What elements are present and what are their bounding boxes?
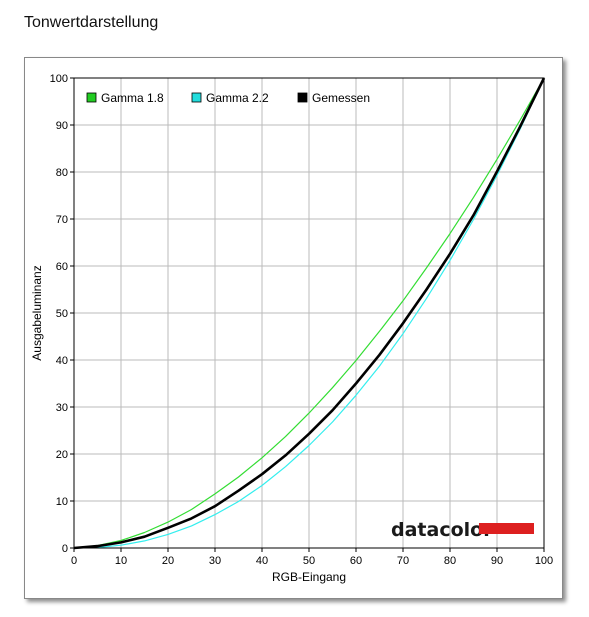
ticks: 0 10 20 30 40 50 60 70 80 90 100 0 10 20 30 40 50 60 70 80 9… [50,73,554,567]
y-axis-label: Ausgabeluminanz [30,265,44,360]
series-line-gamma-2-2 [73,77,545,549]
y-tick-label: 30 [56,402,68,414]
x-tick-label: 10 [115,555,127,567]
datacolor-logo: datacolor [391,519,534,541]
x-tick-label: 90 [491,555,503,567]
x-tick-label: 30 [209,555,221,567]
legend-swatch-gamma-1-8 [86,92,97,103]
tone-response-chart: 0 10 20 30 40 50 60 70 80 90 100 0 10 20 30 40 50 60 70 80 9… [30,73,554,584]
y-tick-label: 60 [56,261,68,273]
y-tick-label: 10 [56,496,68,508]
series-layer [73,77,546,550]
x-axis-label: RGB-Eingang [272,570,346,584]
series-line-gamma-1-8 [73,77,545,549]
y-tick-label: 50 [56,308,68,320]
legend-swatch-gemessen [297,92,308,103]
grid [74,78,544,548]
x-tick-label: 80 [444,555,456,567]
x-tick-label: 70 [397,555,409,567]
legend-label-gamma-2-2: Gamma 2.2 [206,91,269,105]
y-tick-label: 40 [56,355,68,367]
x-tick-label: 60 [350,555,362,567]
logo-text: datacolor [391,519,493,541]
y-tick-label: 0 [62,543,68,555]
legend-label-gemessen: Gemessen [312,91,370,105]
y-tick-label: 90 [56,120,68,132]
series-line-gemessen [73,77,546,550]
legend-label-gamma-1-8: Gamma 1.8 [101,91,164,105]
y-tick-label: 70 [56,214,68,226]
logo-bar [479,523,534,534]
page-title: Tonwertdarstellung [24,14,159,31]
x-tick-label: 0 [71,555,77,567]
x-tick-label: 100 [535,555,553,567]
y-tick-label: 20 [56,449,68,461]
y-tick-label: 80 [56,167,68,179]
legend: Gamma 1.8 Gamma 2.2 Gemessen [86,91,370,105]
x-tick-label: 40 [256,555,268,567]
x-tick-label: 50 [303,555,315,567]
y-tick-label: 100 [50,73,68,85]
chart-panel: 0 10 20 30 40 50 60 70 80 90 100 0 10 20 30 40 50 60 70 80 9… [24,57,563,599]
x-tick-label: 20 [162,555,174,567]
legend-swatch-gamma-2-2 [191,92,202,103]
